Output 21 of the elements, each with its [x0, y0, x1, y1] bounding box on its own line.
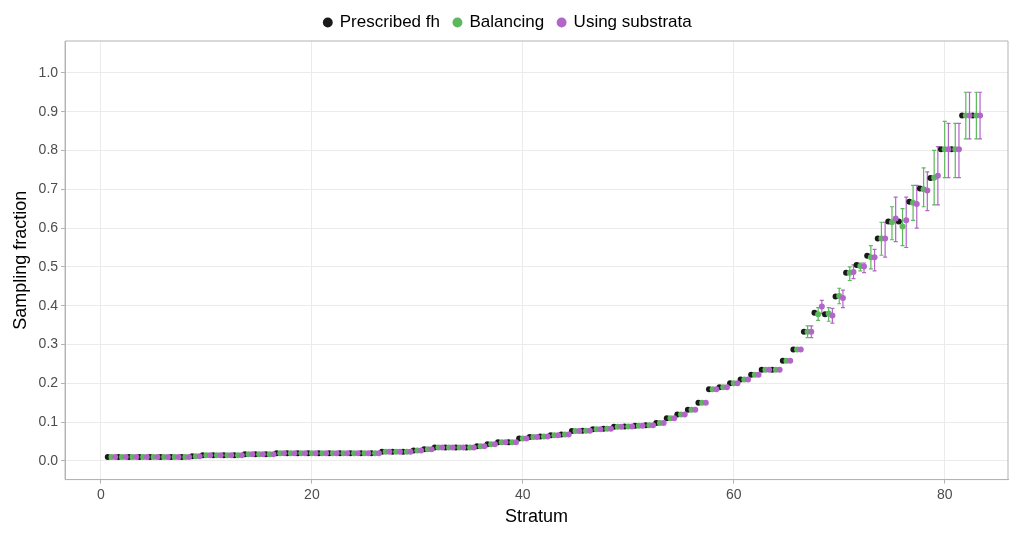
x-tick-label: 40 — [515, 485, 531, 502]
x-tick-label: 20 — [304, 485, 320, 502]
x-tick-label: 60 — [725, 485, 742, 502]
y-tick-label: 0.9 — [38, 102, 59, 119]
x-tick-label: 80 — [936, 485, 953, 502]
y-tick-label: 0.1 — [38, 413, 59, 430]
y-tick-label: 0.4 — [38, 296, 59, 313]
y-tick-label: 0.6 — [38, 218, 59, 235]
y-tick-label: 0.8 — [38, 141, 59, 158]
y-tick-label: 0.5 — [38, 257, 59, 274]
y-tick-label: 0.2 — [38, 374, 59, 391]
y-tick-label: 0.7 — [38, 180, 59, 197]
y-tick-label: 0.3 — [38, 335, 59, 352]
y-tick-label: 0.0 — [38, 451, 59, 468]
y-axis-title: Sampling fraction — [9, 190, 30, 330]
y-tick-label: 1.0 — [38, 63, 59, 80]
x-tick-label: 0 — [97, 485, 106, 502]
legend-label: Balancing — [469, 12, 545, 32]
x-axis-title: Stratum — [505, 506, 569, 527]
legend-label: Prescribed fh — [339, 12, 440, 32]
legend-label: Using substrata — [573, 12, 693, 32]
